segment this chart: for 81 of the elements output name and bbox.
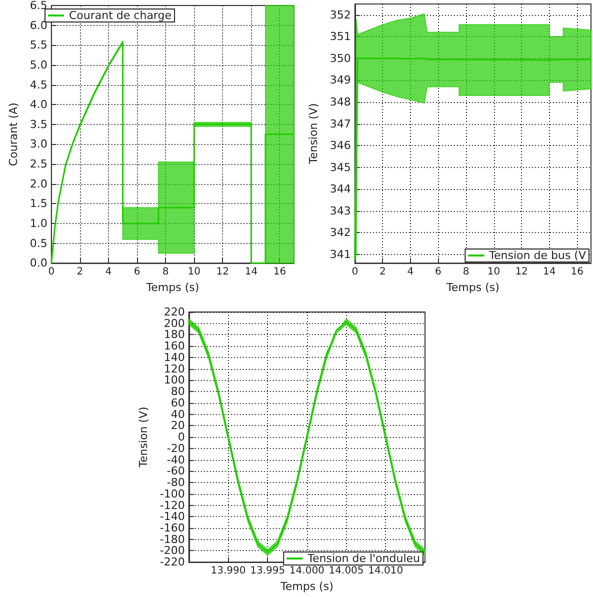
x-tick-label: 6 — [134, 266, 140, 278]
y-tick-label: 345 — [330, 160, 351, 174]
x-tick-label: 14 — [244, 266, 258, 278]
x-tick-label: 10 — [188, 266, 200, 278]
x-tick-label: 14.005 — [328, 566, 364, 577]
y-tick-label: -20 — [166, 442, 185, 455]
x-tick-label: 10 — [487, 266, 500, 278]
y-tick-label: -140 — [160, 510, 185, 524]
y-tick-label: 20 — [170, 419, 185, 432]
y-tick-label: -60 — [166, 464, 185, 478]
y-tick-label: 40 — [170, 408, 185, 421]
y-tick-label: 200 — [164, 316, 185, 330]
y-axis-title: Tension (V) — [307, 103, 320, 165]
y-tick-label: 346 — [330, 139, 351, 152]
y-tick-label: -100 — [160, 487, 185, 500]
x-tick-label: 13.990 — [210, 566, 246, 577]
y-tick-label: 120 — [164, 362, 185, 376]
x-tick-label: 12 — [216, 266, 230, 278]
y-tick-label: 6.5 — [30, 0, 48, 12]
y-tick-label: 100 — [164, 374, 185, 387]
y-tick-label: 349 — [330, 74, 351, 87]
y-axis-title: Courant (A) — [7, 102, 20, 166]
y-tick-label: 352 — [330, 8, 351, 22]
y-tick-label: 0.0 — [30, 256, 48, 270]
y-tick-label: 3.5 — [30, 118, 48, 131]
x-tick-label: 13.995 — [250, 566, 286, 577]
y-tick-label: 351 — [330, 30, 351, 44]
x-tick-label: 4 — [407, 266, 414, 278]
y-tick-label: 341 — [330, 248, 351, 261]
x-tick-label: 8 — [162, 266, 169, 278]
y-tick-label: 6.0 — [30, 18, 48, 32]
y-tick-label: 80 — [170, 385, 185, 398]
x-tick-label: 6 — [435, 266, 442, 278]
x-tick-label: 2 — [379, 266, 386, 278]
y-tick-label: -160 — [160, 521, 185, 534]
y-tick-label: 0 — [178, 430, 185, 444]
x-tick-label: 16 — [570, 266, 584, 278]
x-tick-label: 14.000 — [289, 566, 324, 577]
y-tick-label: 2.5 — [30, 158, 48, 171]
y-tick-label: 347 — [330, 117, 351, 130]
y-tick-label: 1.5 — [30, 197, 48, 210]
y-tick-label: 60 — [170, 396, 185, 410]
y-tick-label: -40 — [166, 453, 185, 466]
y-tick-label: 4.0 — [30, 98, 48, 112]
x-axis-title: Temps (s) — [280, 580, 334, 593]
y-tick-label: 2.0 — [30, 177, 48, 190]
y-tick-label: 348 — [330, 95, 351, 108]
y-tick-label: 160 — [164, 340, 185, 353]
x-tick-label: 0 — [48, 266, 55, 278]
legend-label: Tension de l'onduleu — [306, 552, 420, 565]
y-tick-label: -180 — [160, 532, 185, 546]
y-tick-label: 343 — [330, 204, 351, 218]
x-tick-label: 14.010 — [368, 566, 404, 577]
x-tick-label: 4 — [105, 266, 112, 278]
legend-label: Tension de bus (V — [488, 249, 586, 262]
x-tick-label: 12 — [515, 266, 528, 278]
y-tick-label: -80 — [166, 476, 185, 490]
y-axis-title: Tension (V) — [137, 406, 150, 468]
y-tick-label: 1.0 — [30, 216, 48, 230]
y-tick-label: 140 — [164, 350, 185, 364]
y-tick-label: 350 — [330, 52, 351, 65]
y-tick-label: 5.0 — [30, 58, 48, 72]
y-tick-label: 0.5 — [30, 236, 48, 250]
y-tick-label: 220 — [164, 306, 185, 318]
x-tick-label: 16 — [273, 266, 286, 278]
x-axis-title: Temps (s) — [145, 281, 200, 294]
y-tick-label: -200 — [160, 544, 185, 558]
x-tick-label: 8 — [462, 266, 470, 278]
x-tick-label: 0 — [352, 266, 358, 278]
y-tick-label: 180 — [164, 328, 185, 342]
y-tick-label: -220 — [160, 556, 185, 569]
y-tick-label: 344 — [330, 182, 351, 196]
y-tick-label: 3.0 — [30, 138, 48, 151]
y-tick-label: 4.5 — [30, 78, 48, 92]
y-tick-label: 5.5 — [30, 38, 48, 52]
x-tick-label: 2 — [76, 266, 84, 278]
y-tick-label: -120 — [160, 498, 185, 512]
x-axis-title: Temps (s) — [446, 281, 500, 294]
x-tick-label: 14 — [542, 266, 556, 278]
y-tick-label: 342 — [330, 226, 351, 240]
legend-label: Courant de charge — [69, 9, 172, 22]
